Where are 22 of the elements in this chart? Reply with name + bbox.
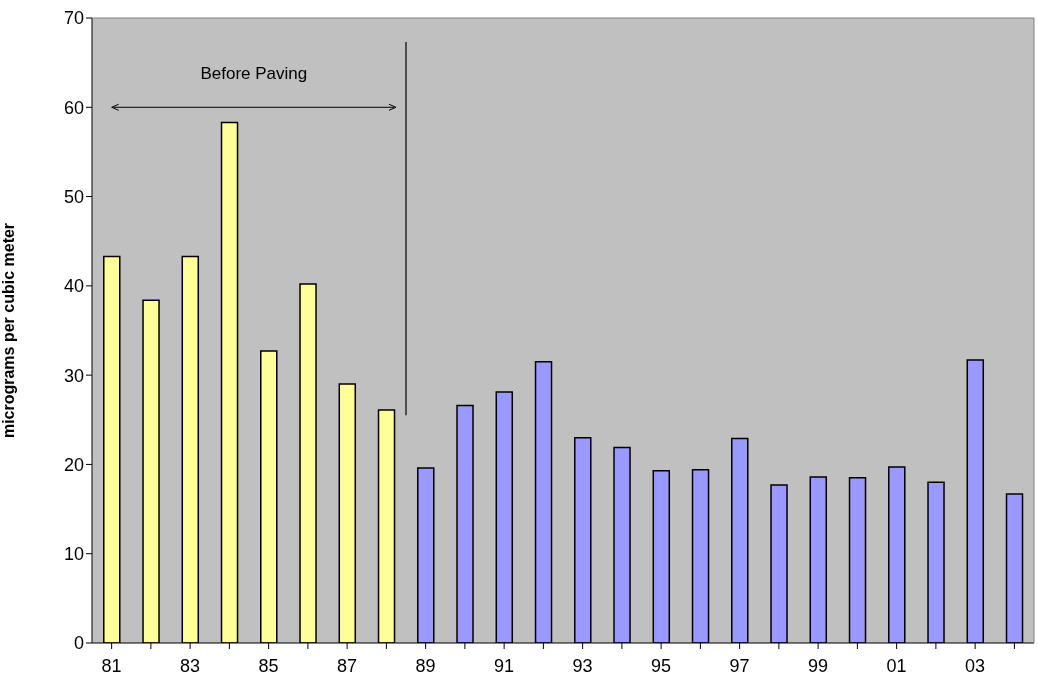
x-tick-label: 81 [101, 655, 122, 676]
x-tick-label: 03 [965, 655, 986, 676]
x-tick-label: 95 [651, 655, 672, 676]
x-tick-label: 85 [258, 655, 279, 676]
y-tick-label: 60 [63, 97, 84, 118]
y-tick-label: 70 [63, 8, 84, 29]
y-tick-label: 50 [63, 186, 84, 207]
x-tick-label: 91 [494, 655, 515, 676]
x-tick-label: 83 [180, 655, 201, 676]
y-tick-label: 10 [63, 544, 84, 565]
y-tick-label: 30 [63, 365, 84, 386]
y-axis-title: micrograms per cubic meter [0, 222, 17, 439]
x-tick-label: 01 [886, 655, 907, 676]
y-tick-label: 0 [73, 633, 84, 654]
x-tick-label: 87 [337, 655, 358, 676]
x-tick-label: 93 [572, 655, 593, 676]
annotation: Before Paving [200, 64, 308, 84]
y-tick-label: 40 [63, 276, 84, 297]
x-tick-label: 99 [808, 655, 829, 676]
y-tick-label: 20 [63, 454, 84, 475]
x-tick-label: 89 [415, 655, 436, 676]
x-tick-label: 97 [729, 655, 750, 676]
